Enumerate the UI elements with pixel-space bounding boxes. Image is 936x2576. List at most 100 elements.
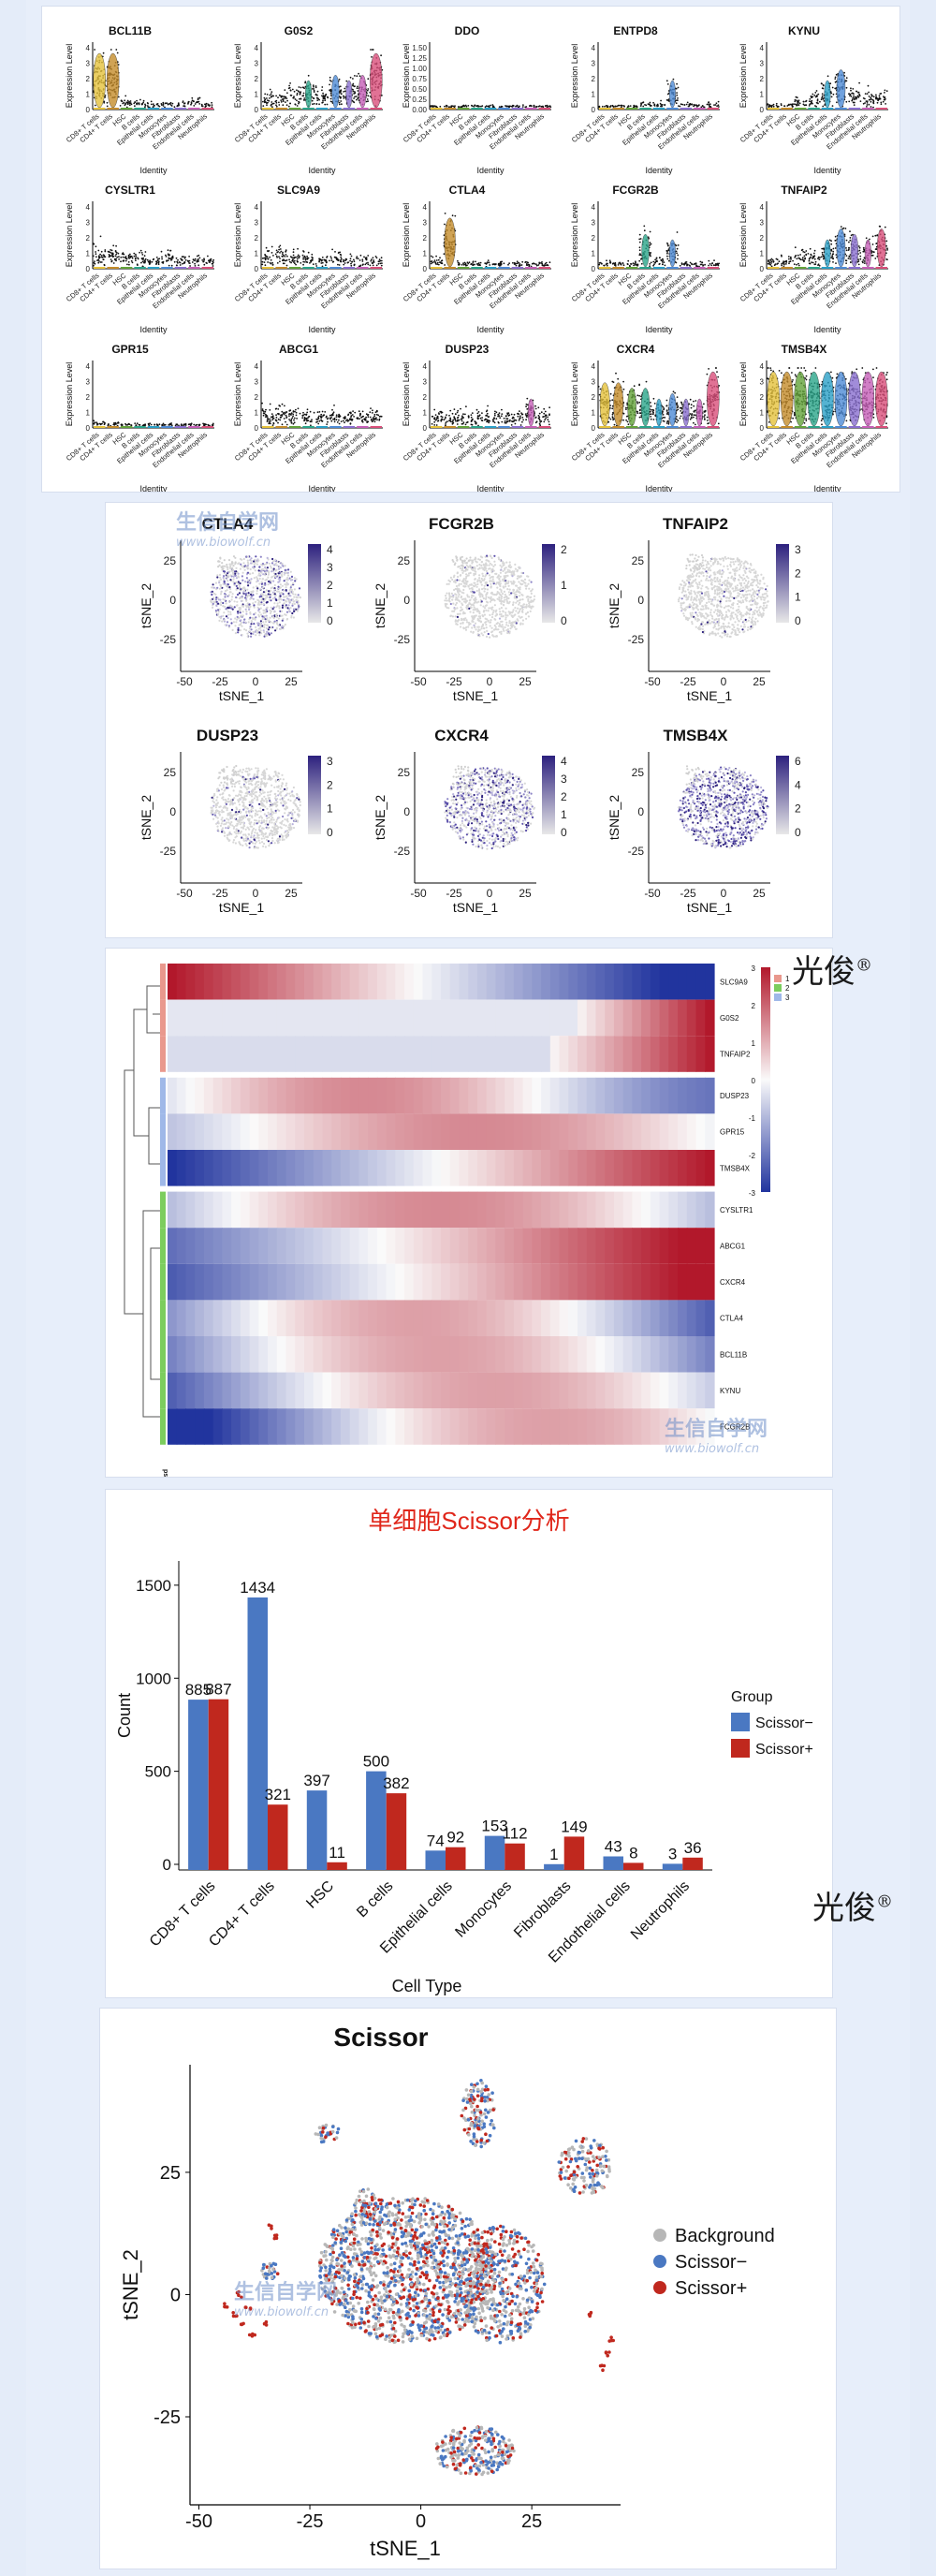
jitter-point xyxy=(471,423,474,426)
jitter-point xyxy=(847,258,850,259)
jitter-point xyxy=(330,420,333,422)
y-tick: 1 xyxy=(255,409,259,418)
jitter-point xyxy=(663,420,665,422)
jitter-point xyxy=(430,262,432,265)
jitter-point xyxy=(793,412,796,414)
jitter-point xyxy=(352,78,354,80)
jitter-point xyxy=(212,258,215,261)
jitter-point xyxy=(304,258,307,261)
jitter-point xyxy=(134,422,137,424)
jitter-point xyxy=(865,100,868,102)
jitter-point xyxy=(373,259,375,261)
jitter-point xyxy=(821,253,824,256)
jitter-point xyxy=(704,414,706,417)
jitter-point xyxy=(443,253,446,256)
jitter-point xyxy=(266,256,269,258)
jitter-point xyxy=(294,98,297,100)
jitter-point xyxy=(638,401,641,404)
jitter-point xyxy=(819,257,821,258)
jitter-point xyxy=(320,262,323,264)
jitter-point xyxy=(296,105,299,107)
jitter-point xyxy=(458,414,460,417)
y-tick: 3 xyxy=(255,219,259,228)
jitter-point xyxy=(205,261,208,264)
jitter-point xyxy=(282,262,285,265)
jitter-point xyxy=(97,423,99,425)
jitter-point xyxy=(117,96,120,98)
jitter-point xyxy=(330,81,332,82)
jitter-point xyxy=(124,103,127,105)
jitter-point xyxy=(462,421,465,424)
jitter-point xyxy=(504,421,506,424)
jitter-point xyxy=(367,100,369,102)
jitter-point xyxy=(135,424,138,427)
jitter-point xyxy=(306,255,308,258)
jitter-point xyxy=(306,257,309,259)
jitter-point xyxy=(638,384,640,387)
jitter-point xyxy=(815,90,818,92)
jitter-point xyxy=(449,409,452,412)
jitter-point xyxy=(318,411,321,413)
jitter-point xyxy=(876,97,879,100)
jitter-point xyxy=(857,91,860,94)
jitter-point xyxy=(811,261,812,263)
jitter-point xyxy=(274,100,277,103)
jitter-point xyxy=(344,87,346,90)
jitter-point xyxy=(197,98,199,101)
jitter-point xyxy=(680,415,682,418)
jitter-point xyxy=(853,104,856,106)
jitter-point xyxy=(310,420,312,422)
jitter-point xyxy=(302,414,305,416)
jitter-point xyxy=(472,263,475,266)
jitter-point xyxy=(616,105,619,108)
jitter-point xyxy=(149,260,152,263)
jitter-point xyxy=(810,96,812,98)
y-tick: 2 xyxy=(423,393,428,402)
jitter-point xyxy=(831,86,834,89)
jitter-point xyxy=(470,263,473,266)
jitter-point xyxy=(156,103,159,105)
jitter-point xyxy=(767,260,769,262)
jitter-point xyxy=(321,101,324,104)
jitter-point xyxy=(115,49,118,51)
jitter-point xyxy=(329,256,332,258)
jitter-point xyxy=(770,258,773,260)
jitter-point xyxy=(379,259,382,262)
jitter-point xyxy=(544,410,547,413)
jitter-point xyxy=(302,92,305,95)
jitter-point xyxy=(709,103,711,106)
jitter-point xyxy=(708,422,709,424)
jitter-point xyxy=(689,103,692,106)
jitter-point xyxy=(372,257,374,259)
jitter-point xyxy=(812,96,814,98)
jitter-point xyxy=(840,226,842,228)
y-tick: 1 xyxy=(86,409,91,418)
jitter-point xyxy=(313,88,315,90)
jitter-point xyxy=(326,423,329,425)
jitter-point xyxy=(340,90,342,93)
jitter-point xyxy=(710,264,712,267)
jitter-point xyxy=(299,412,301,415)
jitter-point xyxy=(715,264,718,266)
jitter-point xyxy=(877,99,880,102)
jitter-point xyxy=(674,391,676,394)
jitter-point xyxy=(880,103,883,106)
jitter-point xyxy=(331,408,333,411)
jitter-point xyxy=(170,422,172,424)
jitter-point xyxy=(344,262,346,264)
jitter-point xyxy=(94,260,95,262)
y-tick: 3 xyxy=(423,219,428,228)
jitter-point xyxy=(340,100,343,102)
jitter-point xyxy=(822,84,825,87)
violin-shape xyxy=(93,52,106,109)
jitter-point xyxy=(212,262,214,265)
jitter-point xyxy=(168,257,170,259)
jitter-point xyxy=(649,242,651,244)
jitter-point xyxy=(475,105,478,107)
jitter-point xyxy=(653,103,656,106)
jitter-point xyxy=(181,258,183,261)
jitter-point xyxy=(141,254,144,256)
jitter-point xyxy=(809,98,812,100)
jitter-point xyxy=(780,104,782,107)
y-tick: 4 xyxy=(423,203,428,212)
